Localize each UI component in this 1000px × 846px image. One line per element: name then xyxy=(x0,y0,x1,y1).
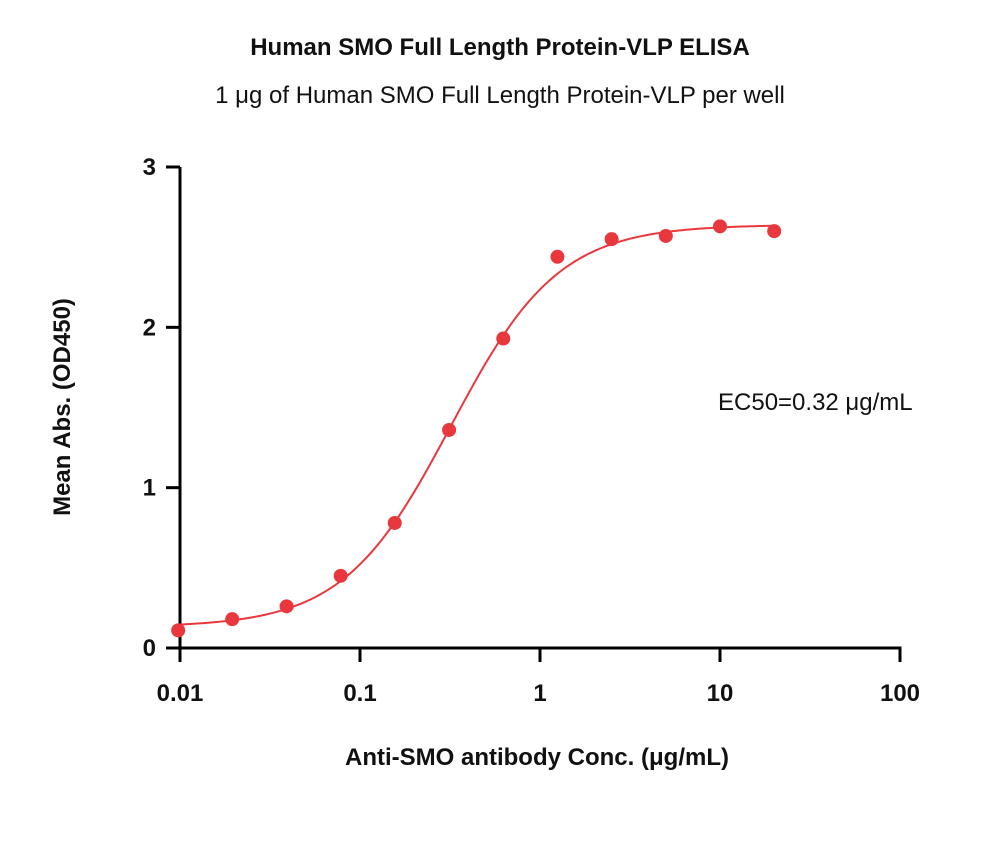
y-axis-title: Mean Abs. (OD450) xyxy=(49,298,76,516)
x-tick-label: 1 xyxy=(533,680,546,707)
data-point xyxy=(279,599,294,614)
data-point xyxy=(171,623,186,638)
y-tick-label: 3 xyxy=(143,154,156,181)
data-point xyxy=(604,232,619,247)
data-point xyxy=(387,515,402,530)
data-point xyxy=(225,612,240,627)
chart-title: Human SMO Full Length Protein-VLP ELISA xyxy=(250,34,750,61)
fit-curve xyxy=(178,224,775,626)
x-tick-label: 0.01 xyxy=(157,680,204,707)
y-tick-label: 2 xyxy=(143,314,156,341)
fit-curve-layer xyxy=(178,224,775,626)
data-points-layer xyxy=(171,219,782,638)
data-point xyxy=(658,228,673,243)
x-tick-label: 0.1 xyxy=(343,680,376,707)
data-point xyxy=(333,568,348,583)
data-point xyxy=(767,224,782,239)
data-point xyxy=(713,219,727,234)
chart-subtitle: 1 μg of Human SMO Full Length Protein-VL… xyxy=(215,82,785,109)
x-tick-label: 100 xyxy=(880,680,920,707)
data-point xyxy=(550,249,565,264)
data-point xyxy=(496,331,511,346)
ec50-annotation: EC50=0.32 μg/mL xyxy=(718,389,913,416)
data-point xyxy=(442,422,457,437)
axes: 0 1 2 3 0.01 0.1 1 10 100 xyxy=(143,154,920,707)
x-tick-label: 10 xyxy=(707,680,734,707)
y-tick-label: 0 xyxy=(143,635,156,662)
x-axis-title: Anti-SMO antibody Conc. (μg/mL) xyxy=(345,744,729,771)
y-tick-label: 1 xyxy=(143,475,156,502)
